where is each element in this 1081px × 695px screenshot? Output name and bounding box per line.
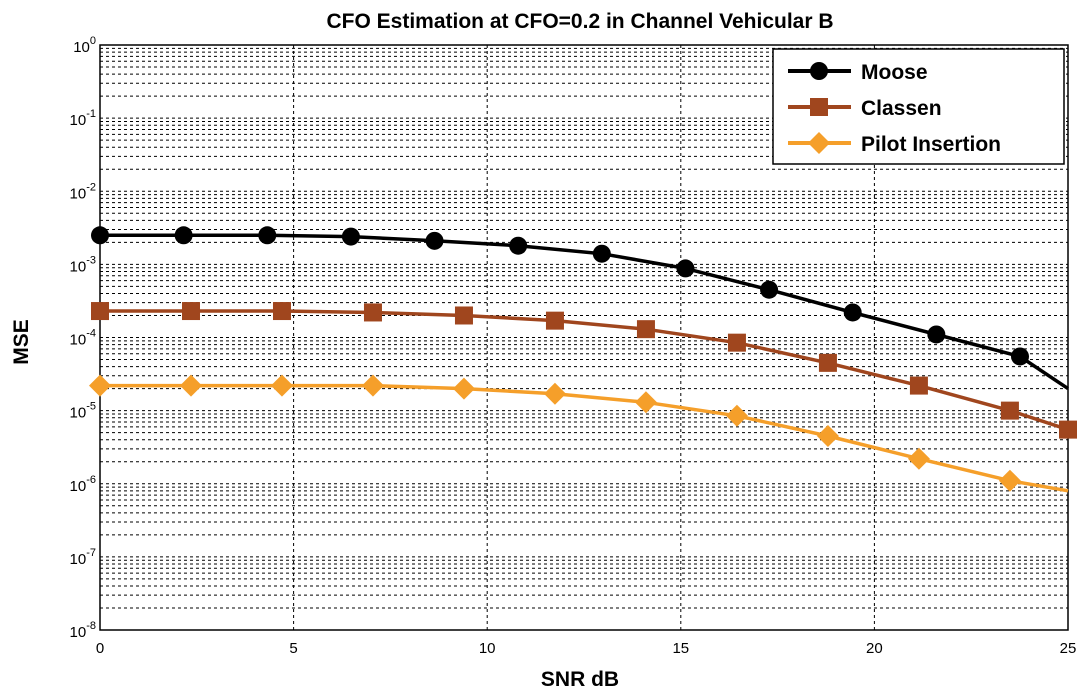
data-point (174, 226, 193, 245)
data-point (1059, 420, 1077, 439)
y-tick-label: 10-6 (70, 474, 96, 495)
legend-entry: Classen (788, 97, 942, 120)
legend-entry: Moose (788, 61, 928, 84)
data-point (452, 377, 475, 400)
data-point (907, 447, 930, 470)
series-line (100, 309, 1069, 432)
data-point (1010, 347, 1029, 366)
data-point (1000, 401, 1019, 420)
data-point (727, 333, 746, 352)
y-tick-label: 10-5 (70, 401, 96, 422)
data-point (425, 231, 444, 250)
x-tick-label: 15 (672, 640, 689, 657)
data-point (818, 353, 837, 372)
data-point (998, 469, 1021, 492)
data-point (634, 391, 657, 414)
data-point (725, 404, 748, 427)
y-tick-label: 10-7 (70, 547, 96, 568)
x-tick-label: 25 (1060, 640, 1077, 657)
data-point (843, 303, 862, 322)
data-point (341, 227, 360, 246)
x-tick-label: 5 (289, 640, 297, 657)
axis-ticks: 0 5 10 15 20 25 100 10-1 10-2 10-3 10-4 10-5 10-6 10-… (70, 35, 1077, 657)
series-line (100, 383, 1069, 493)
data-point (545, 311, 564, 330)
x-tick-label: 0 (96, 640, 104, 657)
y-tick-label: 10-1 (70, 108, 96, 129)
series-moose (91, 226, 1069, 391)
y-tick-label: 10-8 (70, 620, 96, 641)
data-point (636, 320, 655, 339)
data-point (91, 302, 109, 321)
series-layer (89, 226, 1077, 493)
data-point (543, 382, 566, 405)
data-point (810, 98, 828, 116)
data-point (181, 302, 200, 321)
data-point (810, 62, 828, 80)
data-point (816, 424, 839, 447)
y-tick-label: 10-4 (70, 328, 96, 349)
data-point (89, 374, 111, 397)
data-point (808, 132, 830, 154)
data-point (760, 280, 779, 299)
data-point (270, 374, 293, 397)
legend-label: Moose (861, 61, 928, 84)
series-pilot-insertion (89, 374, 1069, 493)
data-point (909, 376, 928, 395)
x-tick-label: 10 (479, 640, 496, 657)
data-point (676, 259, 695, 278)
data-point (592, 244, 611, 263)
x-tick-label: 20 (866, 640, 883, 657)
y-tick-label: 100 (73, 35, 96, 56)
series-classen (91, 302, 1077, 439)
y-axis-label: MSE (10, 319, 33, 365)
data-point (91, 226, 109, 245)
data-point (927, 325, 946, 344)
data-point (363, 303, 382, 322)
data-point (361, 374, 384, 397)
y-tick-label: 10-3 (70, 254, 96, 275)
y-tick-label: 10-2 (70, 181, 96, 202)
chart-title: CFO Estimation at CFO=0.2 in Channel Veh… (326, 10, 833, 33)
legend-label: Pilot Insertion (861, 133, 1001, 156)
data-point (454, 306, 473, 325)
legend: Moose Classen Pilot Insertion (772, 48, 1065, 165)
data-point (272, 302, 291, 321)
legend-label: Classen (861, 97, 942, 120)
x-axis-label: SNR dB (541, 668, 619, 691)
legend-entry: Pilot Insertion (788, 132, 1001, 156)
plot-frame (99, 44, 1069, 631)
data-point (179, 374, 202, 397)
data-point (509, 236, 528, 255)
data-point (258, 226, 277, 245)
